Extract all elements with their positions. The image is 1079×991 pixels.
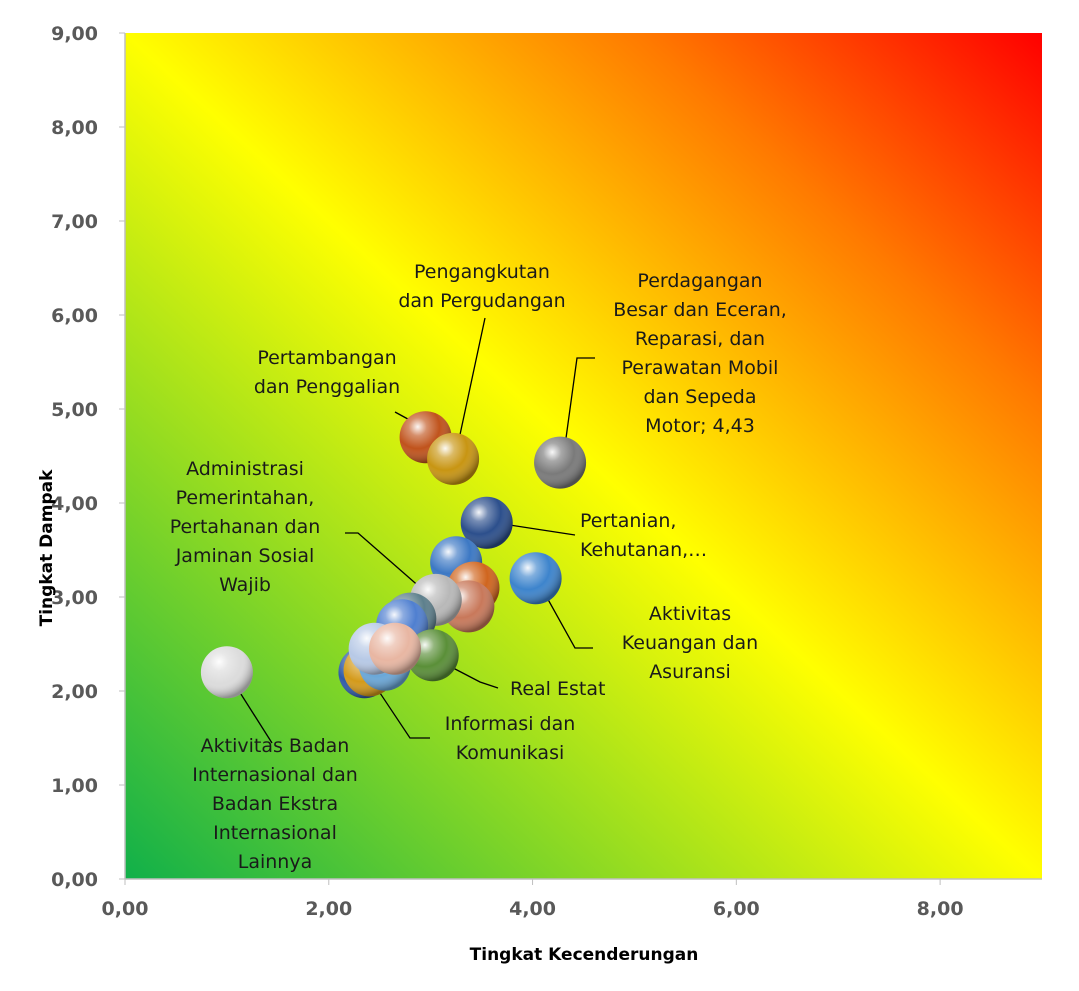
data-label: Informasi dan Komunikasi: [445, 713, 576, 764]
y-tick-label: 7,00: [51, 211, 98, 233]
x-tick-label: 6,00: [713, 898, 760, 920]
y-tick-label: 6,00: [51, 305, 98, 327]
leader-line: [539, 584, 593, 649]
y-tick-label: 8,00: [51, 117, 98, 139]
data-label: Aktivitas Badan Internasional dan Badan Ek…: [192, 735, 358, 873]
x-tick-label: 2,00: [305, 898, 352, 920]
data-labels: Pengangkutan dan Pergudangan Perdagangan Be…: [170, 261, 787, 873]
x-tick-label: 8,00: [917, 898, 964, 920]
data-label: Pengangkutan dan Pergudangan: [398, 261, 565, 312]
y-axis-title: Tingkat Dampak: [37, 469, 57, 626]
leader-line: [369, 677, 430, 739]
data-point: [200, 646, 253, 699]
y-axis-ticks: 0,00 1,00 2,00 3,00 4,00 5,00 6,00 7,00 8,00 9,00: [51, 23, 125, 891]
axes: [124, 33, 1042, 880]
left-edge: [0, 0, 22, 991]
data-point: [427, 432, 480, 485]
y-tick-label: 4,00: [51, 493, 98, 515]
data-point: [460, 496, 513, 549]
y-tick-label: 9,00: [51, 23, 98, 45]
data-points: [200, 411, 587, 699]
data-point: [369, 622, 422, 675]
data-label: Real Estat: [510, 678, 605, 700]
x-axis-ticks: 0,00 2,00 4,00 6,00 8,00: [102, 879, 964, 920]
data-point: [509, 552, 562, 605]
leader-line: [345, 532, 431, 597]
y-tick-label: 0,00: [51, 869, 98, 891]
x-tick-label: 4,00: [509, 898, 556, 920]
data-point: [534, 436, 587, 489]
data-label: Pertanian, Kehutanan,…: [580, 510, 707, 561]
y-tick-label: 2,00: [51, 681, 98, 703]
y-tick-label: 3,00: [51, 587, 98, 609]
data-label: Pertambangan dan Penggalian: [254, 347, 400, 398]
data-label: Administrasi Pemerintahan, Pertahanan dan J…: [170, 458, 321, 596]
y-tick-label: 1,00: [51, 775, 98, 797]
data-label: Aktivitas Keuangan dan Asuransi: [622, 603, 758, 683]
leader-line: [562, 357, 595, 461]
x-axis-title: Tingkat Kecenderungan: [470, 945, 699, 965]
y-tick-label: 5,00: [51, 399, 98, 421]
data-label: Perdagangan Besar dan Eceran, Reparasi, da…: [613, 270, 787, 437]
x-tick-label: 0,00: [102, 898, 149, 920]
